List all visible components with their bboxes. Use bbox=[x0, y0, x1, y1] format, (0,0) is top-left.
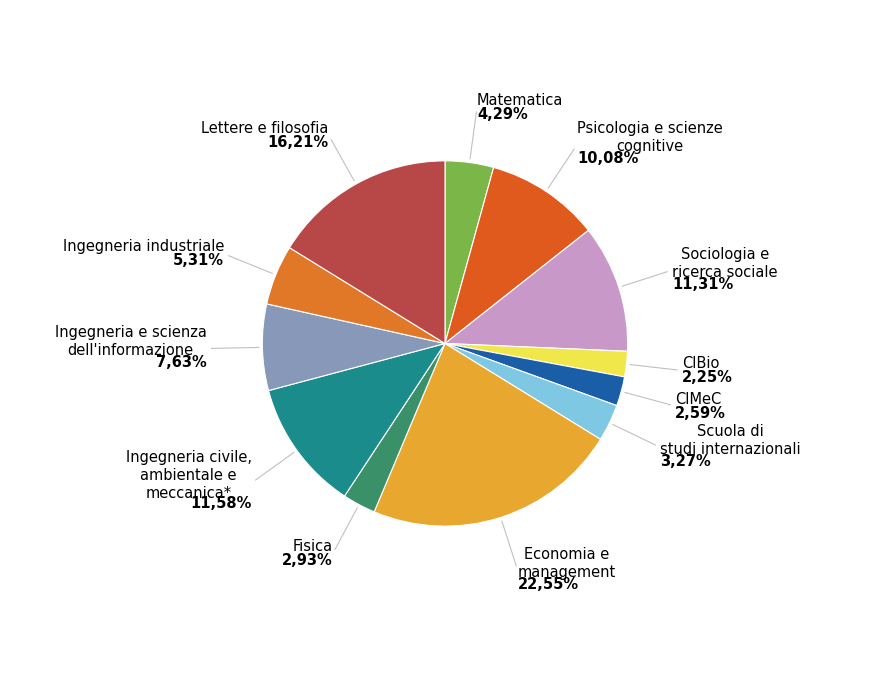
Wedge shape bbox=[344, 344, 445, 512]
Wedge shape bbox=[445, 230, 627, 351]
Text: 2,59%: 2,59% bbox=[676, 405, 726, 420]
Text: 7,63%: 7,63% bbox=[156, 355, 206, 370]
Wedge shape bbox=[263, 304, 445, 391]
Text: 11,58%: 11,58% bbox=[190, 496, 252, 511]
Text: Sociologia e
ricerca sociale: Sociologia e ricerca sociale bbox=[672, 247, 777, 280]
Text: Ingegneria industriale: Ingegneria industriale bbox=[62, 239, 224, 254]
Text: 22,55%: 22,55% bbox=[518, 577, 579, 592]
Text: Lettere e filosofia: Lettere e filosofia bbox=[201, 121, 328, 136]
Wedge shape bbox=[267, 248, 445, 344]
Text: 5,31%: 5,31% bbox=[173, 254, 224, 269]
Text: CIMeC: CIMeC bbox=[676, 392, 721, 407]
Text: 4,29%: 4,29% bbox=[477, 106, 528, 122]
Wedge shape bbox=[289, 161, 445, 344]
Wedge shape bbox=[445, 344, 617, 439]
Text: Ingegneria civile,
ambientale e
meccanica*: Ingegneria civile, ambientale e meccanic… bbox=[125, 451, 252, 502]
Text: 16,21%: 16,21% bbox=[268, 135, 328, 150]
Text: Scuola di
studi internazionali: Scuola di studi internazionali bbox=[659, 424, 800, 457]
Text: Psicologia e scienze
cognitive: Psicologia e scienze cognitive bbox=[577, 122, 723, 155]
Text: Economia e
management: Economia e management bbox=[518, 547, 616, 580]
Text: 3,27%: 3,27% bbox=[659, 453, 710, 469]
Wedge shape bbox=[445, 344, 627, 377]
Text: CIBio: CIBio bbox=[682, 356, 719, 371]
Text: 2,93%: 2,93% bbox=[282, 553, 333, 568]
Text: 10,08%: 10,08% bbox=[577, 151, 638, 166]
Wedge shape bbox=[374, 344, 601, 526]
Text: 11,31%: 11,31% bbox=[672, 277, 733, 291]
Wedge shape bbox=[445, 344, 625, 405]
Text: Fisica: Fisica bbox=[293, 539, 333, 554]
Wedge shape bbox=[445, 161, 494, 344]
Wedge shape bbox=[445, 168, 588, 344]
Text: Ingegneria e scienza
dell'informazione: Ingegneria e scienza dell'informazione bbox=[55, 325, 206, 358]
Wedge shape bbox=[269, 344, 445, 496]
Text: Matematica: Matematica bbox=[477, 93, 563, 108]
Text: 2,25%: 2,25% bbox=[682, 370, 732, 385]
